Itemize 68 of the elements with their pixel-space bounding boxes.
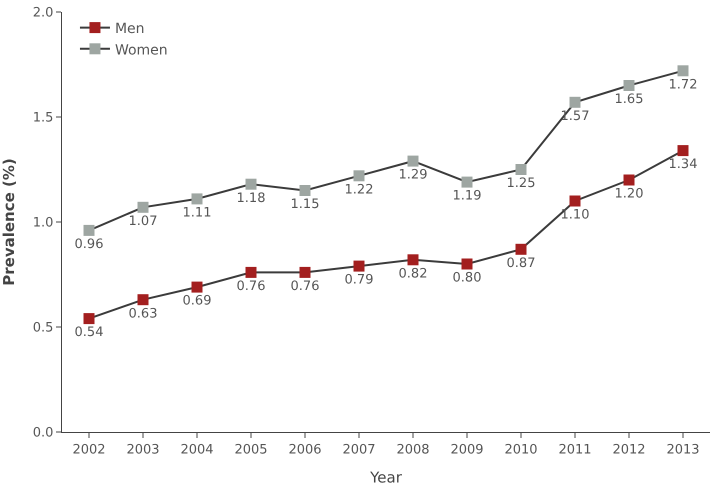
point — [516, 164, 526, 175]
point — [246, 266, 256, 278]
x-tick-label: 2004 — [180, 442, 214, 458]
y-tick-label: 0.5 — [32, 320, 54, 336]
point — [300, 266, 310, 278]
data-label: 0.76 — [236, 279, 266, 294]
x-tick-label: 2012 — [612, 442, 646, 458]
point — [570, 96, 580, 108]
point — [138, 294, 148, 306]
point — [408, 156, 418, 167]
data-label: 0.87 — [506, 256, 536, 271]
y-tick-label: 1.5 — [32, 110, 54, 126]
data-label: 1.18 — [236, 190, 266, 206]
point — [624, 80, 634, 91]
x-tick-label: 2010 — [504, 442, 538, 458]
point — [300, 185, 310, 196]
point — [246, 178, 256, 190]
y-tick-label: 0.0 — [32, 426, 54, 441]
data-label: 1.10 — [560, 208, 590, 223]
point — [408, 254, 418, 266]
point — [516, 244, 526, 255]
data-label: 1.29 — [398, 168, 428, 183]
data-label: 1.34 — [668, 157, 698, 172]
y-tick-label: 1.0 — [32, 216, 54, 231]
x-tick-label: 2011 — [558, 442, 592, 458]
point — [462, 176, 472, 188]
point — [462, 258, 472, 270]
point — [678, 65, 688, 76]
data-label: 1.11 — [182, 206, 212, 221]
data-label: 0.82 — [398, 266, 428, 282]
data-label: 1.20 — [614, 186, 644, 202]
data-label: 0.76 — [290, 279, 320, 294]
data-label: 0.69 — [182, 294, 212, 309]
y-tick-label: 2.0 — [32, 6, 54, 21]
point — [678, 145, 688, 156]
data-label: 1.15 — [290, 197, 320, 212]
x-tick-label: 2006 — [288, 442, 322, 458]
data-label: 1.22 — [344, 182, 374, 198]
data-label: 1.65 — [614, 92, 644, 108]
data-label: 0.54 — [74, 325, 104, 340]
data-label: 0.80 — [452, 270, 482, 286]
data-label: 1.19 — [452, 188, 482, 204]
x-tick-label: 2005 — [234, 442, 268, 458]
x-tick-label: 2013 — [666, 442, 700, 458]
y-axis-title: Prevalence (%) — [0, 158, 18, 286]
x-tick-label: 2009 — [450, 442, 484, 458]
point — [138, 202, 148, 213]
data-label: 0.79 — [344, 272, 374, 288]
x-tick-label: 2007 — [342, 442, 376, 458]
data-label: 0.96 — [74, 237, 104, 252]
legend-label: Women — [114, 42, 168, 58]
point — [84, 313, 94, 324]
x-tick-label: 2003 — [126, 442, 160, 458]
x-axis-title: Year — [369, 468, 403, 487]
data-label: 1.72 — [668, 77, 698, 92]
legend-label: Men — [114, 21, 145, 38]
data-label: 1.07 — [128, 214, 158, 229]
point — [192, 282, 202, 293]
point — [354, 170, 364, 182]
data-label: 1.25 — [506, 176, 536, 192]
point — [570, 196, 580, 206]
x-tick-label: 2002 — [72, 442, 106, 458]
x-tick-label: 2008 — [396, 442, 430, 458]
point — [354, 260, 364, 272]
point — [192, 193, 202, 204]
data-label: 0.63 — [128, 306, 158, 322]
point — [624, 174, 634, 186]
point — [84, 224, 94, 236]
